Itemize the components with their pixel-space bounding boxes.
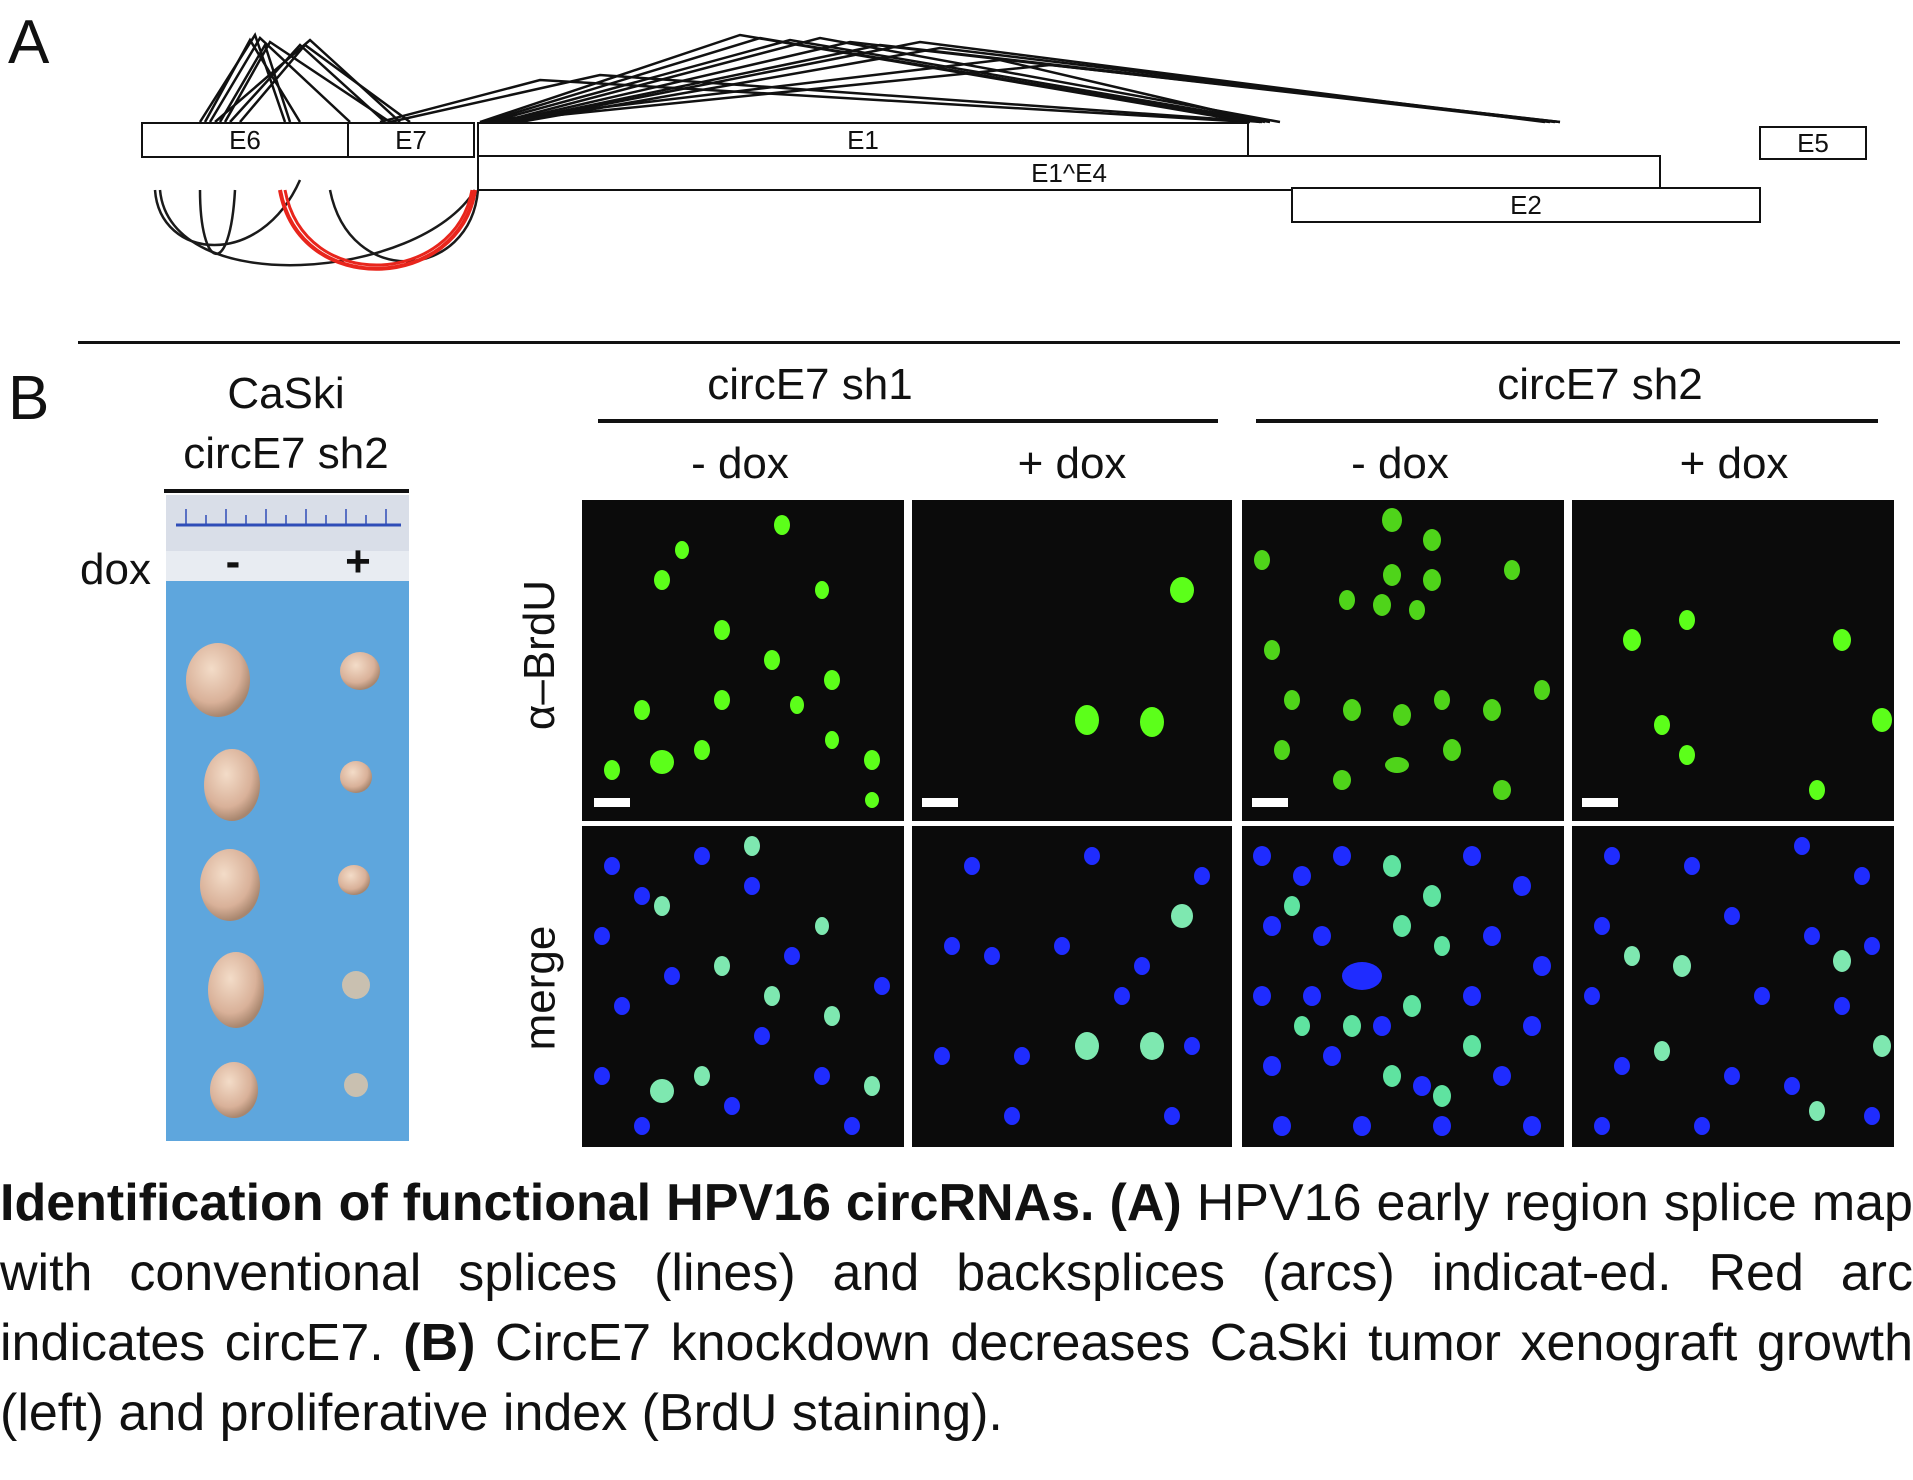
group-sh1-underline (598, 419, 1218, 423)
micrograph-merge-sh2-minus (1242, 826, 1564, 1147)
col-sh1-minus-dox: - dox (691, 439, 789, 488)
micrograph-brdu-sh1-plus (912, 500, 1232, 821)
dox-label: dox (80, 545, 151, 594)
col-sh1-plus-dox: + dox (1017, 439, 1127, 488)
splice-lines (198, 32, 1561, 124)
panel-b-letter: B (8, 364, 50, 433)
section-divider (78, 341, 1900, 344)
group-sh2-label: circE7 sh2 (1497, 360, 1703, 409)
caption-b-text: CircE7 knockdown decreases CaSki tumor x… (0, 1314, 1913, 1442)
group-sh1-label: circE7 sh1 (707, 360, 913, 409)
group-sh2-underline (1256, 419, 1878, 423)
micrograph-brdu-sh2-minus (1242, 500, 1564, 821)
caption-a-text: HPV16 early region splice map with conve… (0, 1174, 1913, 1372)
tumor-title-line1: CaSki (227, 369, 345, 418)
row-label-merge: merge (515, 925, 564, 1051)
tumor-photo (166, 495, 409, 1141)
exon-e1: E1 (477, 122, 1249, 158)
exon-e5: E5 (1759, 126, 1867, 160)
micrograph-merge-sh2-plus (1572, 826, 1894, 1147)
micrograph-brdu-sh1-minus (582, 500, 904, 821)
panel-a-letter: A (8, 8, 50, 77)
col-sh2-plus-dox: + dox (1679, 439, 1789, 488)
backsplice-arcs (153, 179, 480, 271)
micrograph-brdu-sh2-plus (1572, 500, 1894, 821)
col-sh2-minus-dox: - dox (1351, 439, 1449, 488)
exon-e6: E6 (141, 122, 349, 158)
dox-minus: - (225, 537, 241, 586)
dox-plus: + (345, 537, 371, 586)
exon-e2: E2 (1291, 187, 1761, 223)
exon-e7: E7 (347, 122, 475, 158)
micrograph-merge-sh1-plus (912, 826, 1232, 1147)
micrograph-merge-sh1-minus (582, 826, 904, 1147)
caption-b-label: (B) (403, 1314, 476, 1372)
figure-caption: Identification of functional HPV16 circR… (0, 1168, 1913, 1448)
tumor-title-line2: circE7 sh2 (183, 429, 389, 478)
row-label-brdu: α–BrdU (515, 579, 564, 731)
tumor-title-underline (164, 489, 409, 493)
exon-e1e4: E1^E4 (477, 155, 1661, 191)
caption-a-label: (A) (1109, 1174, 1182, 1232)
caption-title: Identification of functional HPV16 circR… (0, 1174, 1095, 1232)
